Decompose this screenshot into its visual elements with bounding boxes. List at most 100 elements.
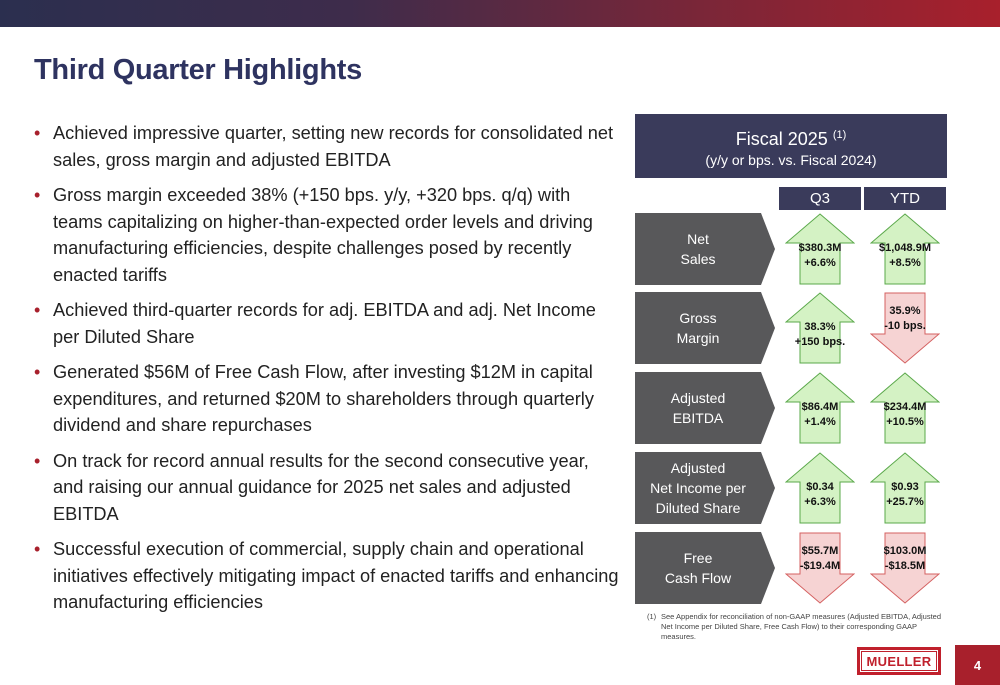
metric-label: Free Cash Flow bbox=[635, 532, 761, 604]
metric-value-text: $55.7M -$19.4M bbox=[785, 544, 855, 574]
metric-value-q3: $86.4M +1.4% bbox=[785, 372, 855, 444]
metric-change: -$19.4M bbox=[799, 560, 841, 572]
metric-label-chevron bbox=[635, 452, 775, 524]
metric-value: $1,048.9M bbox=[879, 242, 931, 254]
metric-label-line: Gross bbox=[679, 310, 717, 326]
metric-row-label: Net Sales bbox=[635, 213, 775, 285]
metric-label: Gross Margin bbox=[635, 292, 761, 364]
bullet-text: Generated $56M of Free Cash Flow, after … bbox=[53, 362, 594, 435]
bullet-marker: • bbox=[34, 362, 41, 382]
column-header-ytd: YTD bbox=[864, 187, 946, 210]
metric-value-q3: $0.34 +6.3% bbox=[785, 452, 855, 524]
metric-change: +6.6% bbox=[804, 257, 836, 269]
page-title: Third Quarter Highlights bbox=[34, 54, 362, 86]
metric-change: +150 bps. bbox=[794, 336, 846, 348]
metric-label: Net Sales bbox=[635, 213, 761, 285]
bullet-marker: • bbox=[34, 450, 41, 471]
metric-value-text: $380.3M +6.6% bbox=[785, 241, 855, 271]
page-number: 4 bbox=[955, 645, 1000, 685]
metric-row-label: Gross Margin bbox=[635, 292, 775, 364]
metric-label: Adjusted Net Income per Diluted Share bbox=[635, 452, 761, 524]
metric-change: -$18.5M bbox=[884, 560, 926, 572]
metric-change: +25.7% bbox=[886, 496, 924, 508]
metric-label-chevron bbox=[635, 292, 775, 364]
arrow-up-icon bbox=[785, 372, 855, 444]
list-item: • Generated $56M of Free Cash Flow, after… bbox=[34, 359, 624, 439]
bullet-marker: • bbox=[34, 185, 41, 205]
footnote: (1) See Appendix for reconciliation of n… bbox=[647, 612, 947, 642]
metric-value-text: $0.34 +6.3% bbox=[785, 480, 855, 510]
arrow-up-icon bbox=[785, 292, 855, 364]
metric-label-line: Sales bbox=[680, 251, 716, 267]
bullet-marker: • bbox=[34, 123, 41, 143]
metric-value-ytd: $1,048.9M +8.5% bbox=[870, 213, 940, 285]
metric-value-text: $1,048.9M +8.5% bbox=[870, 241, 940, 271]
panel-title: Fiscal 2025 bbox=[735, 129, 828, 149]
metric-value-text: 35.9% -10 bps. bbox=[870, 304, 940, 334]
metric-change: +10.5% bbox=[886, 416, 924, 428]
metric-label-line: Diluted Share bbox=[655, 500, 741, 516]
bullet-text: Gross margin exceeded 38% (+150 bps. y/y… bbox=[53, 185, 593, 285]
bullet-text: Successful execution of commercial, supp… bbox=[53, 539, 619, 612]
bullet-text: Achieved impressive quarter, setting new… bbox=[53, 123, 614, 170]
metric-value-text: $0.93 +25.7% bbox=[870, 480, 940, 510]
column-header-q3: Q3 bbox=[779, 187, 861, 210]
metric-value: $0.93 bbox=[891, 481, 919, 493]
arrow-up-icon bbox=[785, 452, 855, 524]
metric-change: +8.5% bbox=[889, 257, 921, 269]
metric-change: +1.4% bbox=[804, 416, 836, 428]
metric-value: $234.4M bbox=[883, 401, 927, 413]
arrow-down-icon bbox=[870, 532, 940, 604]
arrow-up-icon bbox=[870, 372, 940, 444]
metric-label: Adjusted EBITDA bbox=[635, 372, 761, 444]
metric-row-label: Adjusted EBITDA bbox=[635, 372, 775, 444]
arrow-up-icon bbox=[870, 213, 940, 285]
metric-change: +6.3% bbox=[804, 496, 836, 508]
metric-label-chevron bbox=[635, 213, 775, 285]
metric-value-ytd: $0.93 +25.7% bbox=[870, 452, 940, 524]
metric-label-chevron bbox=[635, 372, 775, 444]
metric-value: 35.9% bbox=[889, 305, 921, 317]
panel-title-line: Fiscal 2025 (1) bbox=[635, 124, 947, 150]
metric-label-line: Net bbox=[687, 231, 709, 247]
highlights-list: • Achieved impressive quarter, setting ne… bbox=[34, 120, 624, 625]
metric-value-ytd: 35.9% -10 bps. bbox=[870, 292, 940, 364]
arrow-down-icon bbox=[785, 532, 855, 604]
list-item: • Achieved third-quarter records for adj.… bbox=[34, 297, 624, 350]
top-banner bbox=[0, 0, 1000, 27]
metric-value-ytd: $103.0M -$18.5M bbox=[870, 532, 940, 604]
list-item: • Successful execution of commercial, sup… bbox=[34, 536, 624, 616]
metric-label-line: Margin bbox=[676, 330, 720, 346]
logo-text: MUELLER bbox=[861, 651, 937, 671]
footnote-text: See Appendix for reconciliation of non-G… bbox=[661, 612, 942, 641]
arrow-up-icon bbox=[870, 452, 940, 524]
list-item: • Achieved impressive quarter, setting ne… bbox=[34, 120, 624, 173]
metric-value-q3: 38.3% +150 bps. bbox=[785, 292, 855, 364]
bullet-text: On track for record annual results for t… bbox=[53, 450, 589, 524]
metric-label-line: Net Income per bbox=[650, 480, 746, 496]
metric-row-label: Free Cash Flow bbox=[635, 532, 775, 604]
metric-label-chevron bbox=[635, 532, 775, 604]
metric-value-q3: $55.7M -$19.4M bbox=[785, 532, 855, 604]
metric-value-text: $86.4M +1.4% bbox=[785, 400, 855, 430]
metric-label-line: Cash Flow bbox=[664, 570, 732, 586]
panel-subtitle: (y/y or bps. vs. Fiscal 2024) bbox=[705, 152, 877, 168]
footnote-marker: (1) bbox=[647, 612, 657, 621]
arrow-up-icon bbox=[785, 213, 855, 285]
bullet-text: Achieved third-quarter records for adj. … bbox=[53, 300, 596, 347]
metric-value-text: 38.3% +150 bps. bbox=[785, 320, 855, 350]
metric-value: $103.0M bbox=[883, 545, 927, 557]
bullet-marker: • bbox=[34, 300, 41, 320]
bullet-marker: • bbox=[34, 539, 41, 559]
metric-value-q3: $380.3M +6.6% bbox=[785, 213, 855, 285]
metric-label-line: Free bbox=[683, 550, 713, 566]
metric-value-ytd: $234.4M +10.5% bbox=[870, 372, 940, 444]
metric-value: $55.7M bbox=[801, 545, 839, 557]
company-logo: MUELLER bbox=[857, 647, 941, 675]
metric-label-line: Adjusted bbox=[670, 460, 726, 476]
list-item: • Gross margin exceeded 38% (+150 bps. y/… bbox=[34, 182, 624, 288]
metric-value: $0.34 bbox=[806, 481, 834, 493]
arrow-down-icon bbox=[870, 292, 940, 364]
metric-label-line: EBITDA bbox=[672, 410, 724, 426]
fiscal-panel-header: Fiscal 2025 (1) (y/y or bps. vs. Fiscal … bbox=[635, 114, 947, 178]
